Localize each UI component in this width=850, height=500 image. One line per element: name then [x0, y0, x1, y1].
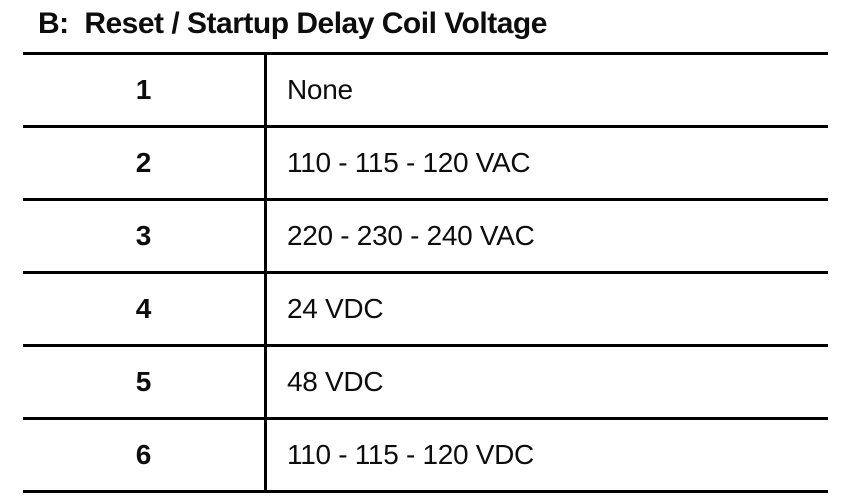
- option-value-cell: 110 - 115 - 120 VAC: [287, 147, 531, 178]
- option-value-cell: 48 VDC: [287, 366, 384, 397]
- option-code-cell: 2: [23, 128, 267, 198]
- option-code-cell: 3: [23, 201, 267, 271]
- page-title: B: Reset / Startup Delay Coil Voltage: [38, 7, 547, 40]
- table-row: 1 None: [23, 52, 828, 125]
- coil-voltage-table: 1 None 2 110 - 115 - 120 VAC 3 220 - 230…: [23, 52, 828, 493]
- table-row: 4 24 VDC: [23, 271, 828, 344]
- table-row: 6 110 - 115 - 120 VDC: [23, 417, 828, 490]
- option-code-cell: 4: [23, 274, 267, 344]
- option-code-cell: 6: [23, 420, 267, 490]
- table-row: 2 110 - 115 - 120 VAC: [23, 125, 828, 198]
- option-value-cell: 220 - 230 - 240 VAC: [287, 220, 535, 251]
- option-value-cell: 24 VDC: [287, 293, 384, 324]
- table-row: 3 220 - 230 - 240 VAC: [23, 198, 828, 271]
- option-code-cell: 5: [23, 347, 267, 417]
- table-row: 5 48 VDC: [23, 344, 828, 417]
- option-value-cell: 110 - 115 - 120 VDC: [287, 439, 534, 470]
- option-code-cell: 1: [23, 55, 267, 125]
- option-value-cell: None: [287, 74, 353, 105]
